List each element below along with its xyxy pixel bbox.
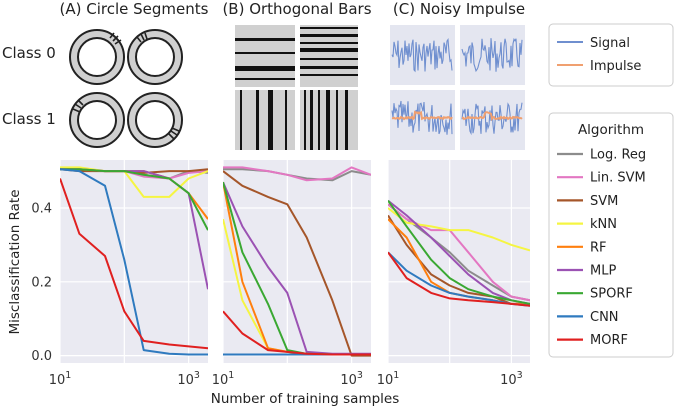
series-line-morf: [388, 251, 530, 307]
x-tick-label: 101: [49, 370, 72, 388]
circle-example-class0-b: [127, 29, 183, 85]
x-tick-label: 103: [177, 370, 200, 388]
circle-example-class1-a: [69, 92, 125, 148]
legend-label-sporf: SPORF: [590, 287, 633, 302]
series-line-morf: [60, 178, 208, 350]
series-line-morf: [223, 310, 371, 356]
panel-title-b: (B) Orthogonal Bars: [222, 0, 371, 18]
series-line-lin-svm: [223, 166, 371, 182]
x-axis-label: Number of training samples: [211, 391, 400, 407]
impulse-example-class1-a: [390, 90, 455, 150]
legend-label-morf: MORF: [590, 333, 628, 348]
algorithm-legend: Algorithm Log. Reg Lin. SVM SVM kNN RF MLP SPO…: [548, 112, 674, 358]
series-line-sporf: [388, 200, 530, 305]
legend-label-svm: SVM: [590, 194, 618, 209]
class-0-label: Class 0: [2, 44, 56, 62]
y-tick-label: 0.2: [31, 275, 52, 290]
x-tick-label: 101: [377, 370, 400, 388]
series-line-knn: [60, 166, 208, 198]
circle-example-class0-a: [69, 29, 125, 85]
legend-label-knn: kNN: [590, 217, 617, 232]
signal-trace: [461, 102, 523, 136]
series-line-sporf: [60, 168, 208, 231]
panel-title-c: (C) Noisy Impulse: [393, 0, 525, 18]
signal-trace: [391, 37, 453, 73]
impulse-trace: [391, 110, 453, 121]
bars-example-class1-a: [235, 90, 295, 150]
y-tick-label: 0.0: [31, 349, 52, 364]
legend-label-rf: RF: [590, 240, 607, 255]
series-line-lin-svm: [388, 203, 530, 302]
series-line-cnn: [60, 168, 208, 356]
signal-trace: [461, 37, 523, 73]
legend-label-log-reg: Log. Reg: [590, 148, 646, 163]
plot-area-b: [223, 160, 371, 363]
x-tick-label: 103: [340, 370, 363, 388]
impulse-trace: [462, 111, 523, 122]
x-tick-label: 101: [212, 370, 235, 388]
bars-example-class0-b: [300, 25, 358, 87]
legend-label-cnn: CNN: [590, 310, 619, 325]
y-tick-label: 0.4: [31, 201, 52, 216]
x-tick-label: 103: [500, 370, 523, 388]
class-1-label: Class 1: [2, 110, 56, 128]
circle-example-class1-b: [127, 92, 183, 148]
bars-example-class1-b: [300, 90, 358, 150]
panel-title-a: (A) Circle Segments: [60, 0, 209, 18]
series-line-svm: [223, 170, 371, 357]
series-line-knn: [388, 207, 530, 252]
impulse-legend-label: Impulse: [590, 59, 641, 74]
plot-area-a: [60, 160, 208, 363]
y-axis-label: Misclassification Rate: [7, 190, 23, 335]
legend-label-lin-svm: Lin. SVM: [590, 171, 646, 186]
signal-legend-label: Signal: [590, 36, 630, 51]
example-legend: Signal Impulse: [548, 23, 674, 87]
legend-title: Algorithm: [578, 122, 644, 138]
bars-example-class0-a: [235, 25, 295, 87]
legend-label-mlp: MLP: [590, 264, 616, 279]
